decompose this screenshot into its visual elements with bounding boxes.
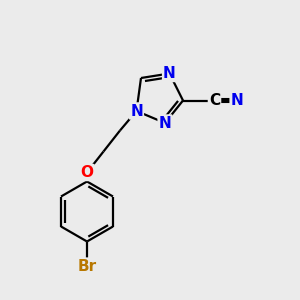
Text: O: O bbox=[80, 165, 94, 180]
Text: N: N bbox=[159, 116, 171, 130]
Text: N: N bbox=[231, 93, 243, 108]
Text: N: N bbox=[130, 103, 143, 118]
Text: C: C bbox=[209, 93, 220, 108]
Text: N: N bbox=[163, 66, 176, 81]
Text: Br: Br bbox=[77, 259, 97, 274]
